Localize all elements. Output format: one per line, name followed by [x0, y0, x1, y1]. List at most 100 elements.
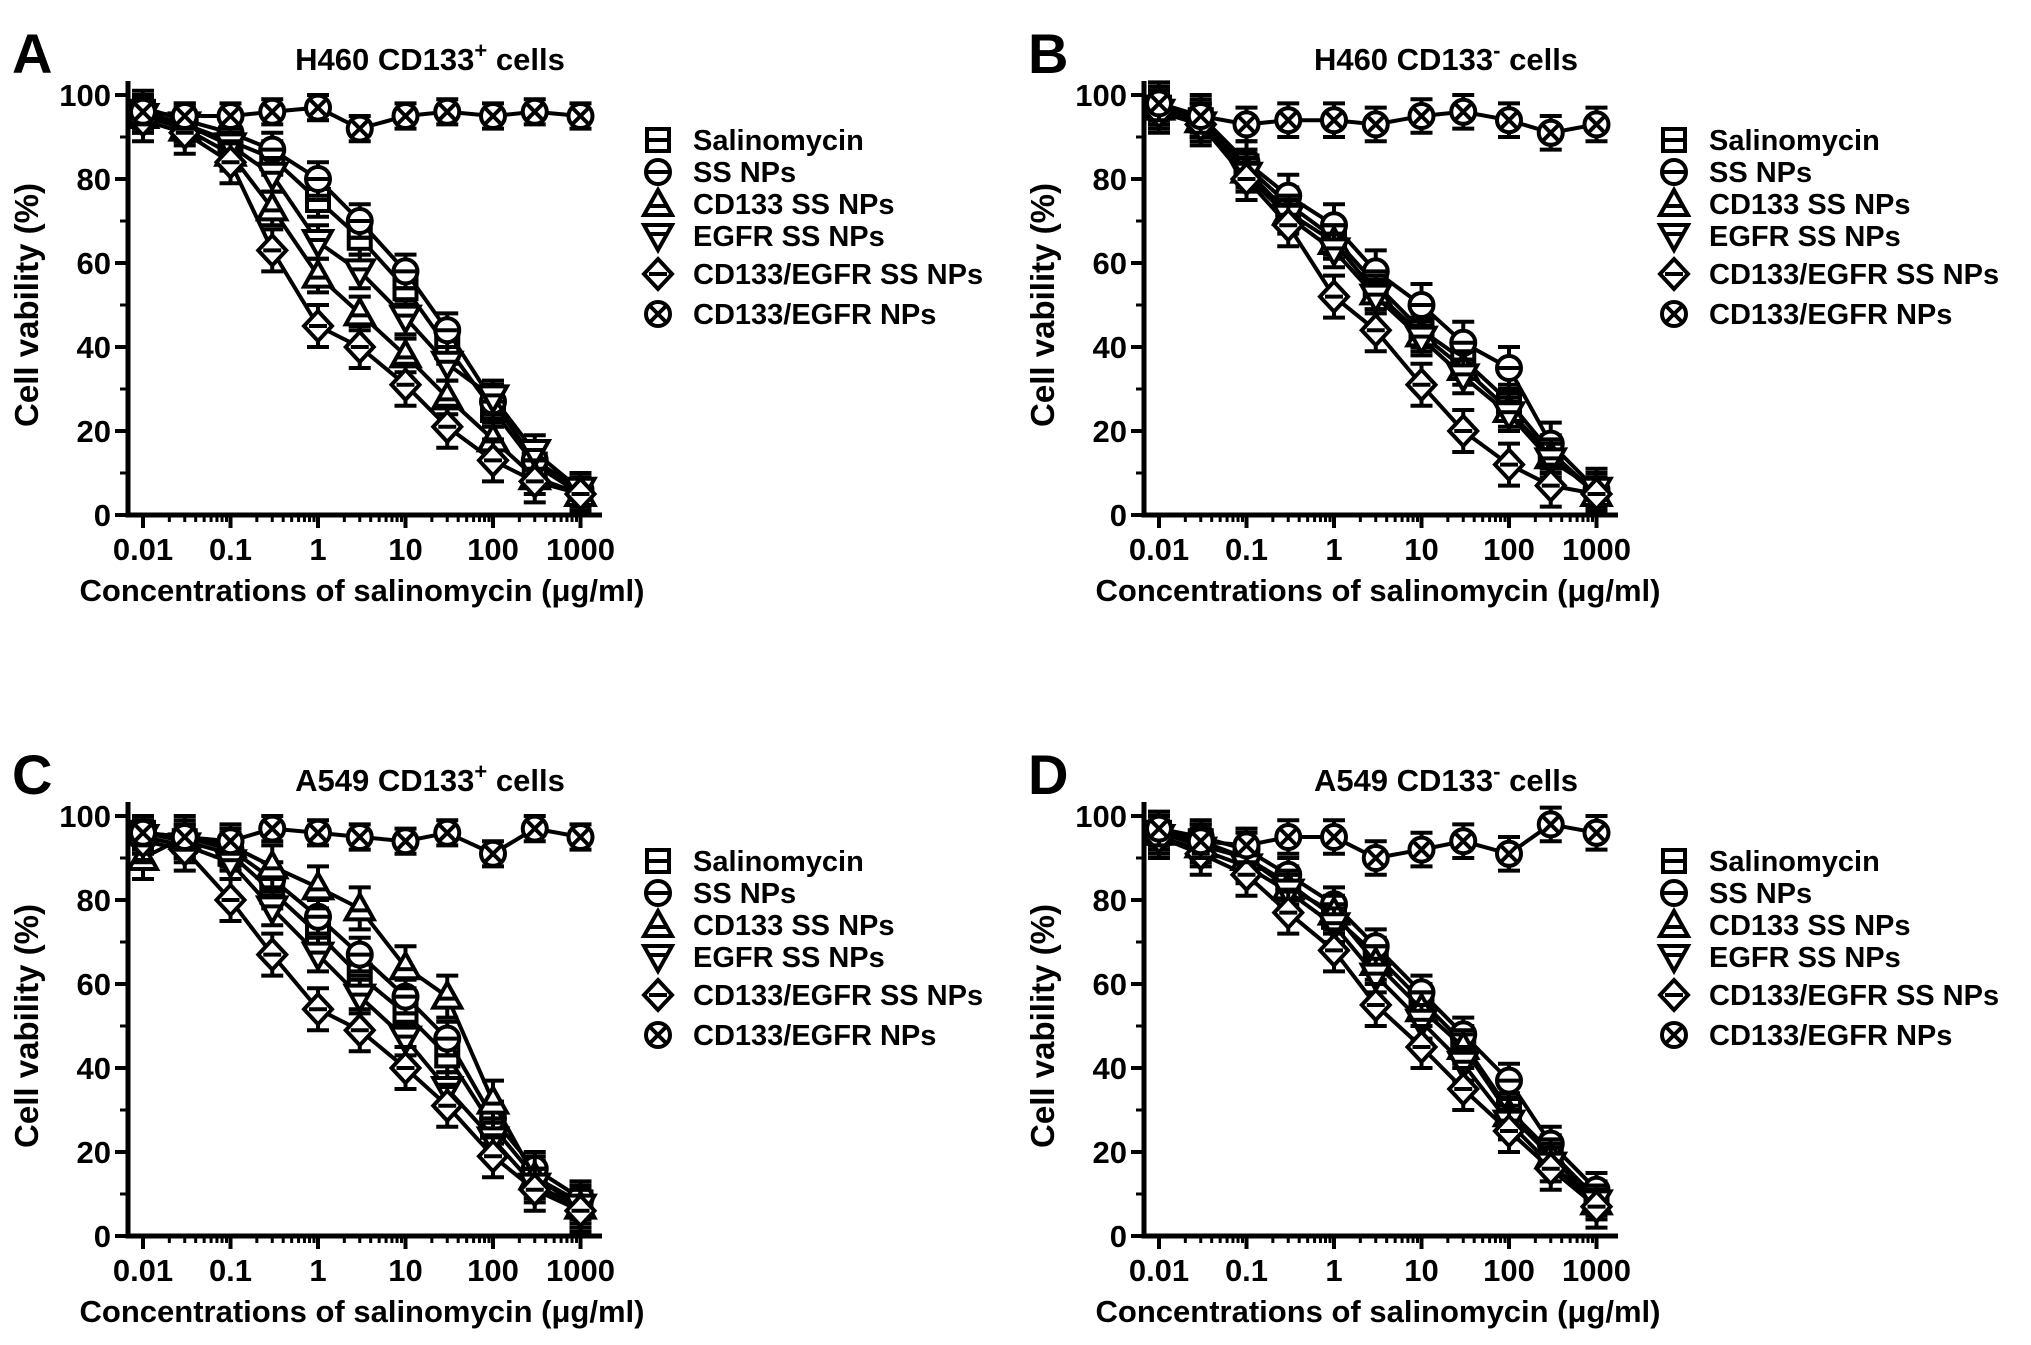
circle-hline-icon [1660, 879, 1688, 907]
series-circle-x [129, 93, 595, 144]
legend-label: CD133/EGFR SS NPs [693, 980, 983, 1012]
triangle-down-hline-marker [1316, 237, 1352, 269]
series-triangle-down-hline [1141, 93, 1614, 509]
y-tick-label: 80 [77, 162, 111, 197]
circle-x-marker [1320, 823, 1348, 851]
x-tick-label: 0.1 [1225, 1253, 1268, 1288]
x-tick-label: 0.01 [1129, 532, 1189, 567]
diamond-hline-marker [1317, 932, 1351, 969]
legend-label: CD133/EGFR NPs [1709, 1020, 1952, 1052]
x-tick-label: 1 [1325, 532, 1342, 567]
triangle-up-hline-icon [640, 906, 676, 938]
diamond-hline-marker [1359, 987, 1393, 1023]
legend-label: CD133 SS NPs [693, 189, 895, 221]
triangle-down-hline-marker [1491, 401, 1527, 433]
legend-item: CD133/EGFR SS NPs [641, 256, 983, 292]
series-diamond-hline [1142, 814, 1614, 1230]
diamond-hline-marker [1492, 446, 1526, 483]
diamond-hline-marker [430, 1087, 464, 1124]
legend-item: CD133 SS NPs [1656, 185, 1911, 221]
circle-x-marker [129, 97, 157, 126]
y-tick-label: 80 [77, 883, 111, 918]
triangle-down-hline-marker [342, 983, 378, 1015]
y-tick-label: 20 [77, 414, 111, 449]
circle-x-marker [304, 93, 332, 122]
diamond-hline-marker [255, 232, 289, 269]
triangle-down-hline-marker [254, 895, 290, 927]
legend-label: Salinomycin [693, 125, 864, 157]
triangle-down-hline-marker [254, 161, 290, 193]
x-tick-label: 100 [467, 1253, 519, 1288]
triangle-up-hline-icon [1656, 185, 1692, 217]
legend-item: SS NPs [644, 157, 796, 189]
diamond-hline-marker [518, 463, 552, 500]
circle-x-marker [520, 814, 549, 843]
diamond-hline-marker [1317, 278, 1351, 315]
legend-item: CD133/EGFR SS NPs [641, 977, 983, 1013]
y-tick-label: 40 [1093, 330, 1127, 365]
circle-x-marker [1449, 827, 1478, 856]
circle-x-marker [216, 827, 245, 856]
circle-x-marker [433, 818, 462, 847]
circle-x-marker [1274, 106, 1303, 135]
panel-letter: B [1028, 22, 1068, 85]
diamond-hline-marker [213, 144, 248, 181]
circle-x-marker [1145, 89, 1173, 118]
diamond-hline-marker [476, 1138, 510, 1175]
diamond-hline-marker [563, 1192, 598, 1229]
triangle-down-hline-marker [1445, 363, 1481, 395]
square-hline-icon [645, 127, 671, 153]
diamond-hline-marker [1492, 1113, 1526, 1149]
x-tick-label: 0.1 [209, 532, 252, 567]
diamond-hline-marker [430, 408, 464, 445]
panel-c-chart: C A549 CD133+ cells 0.01 0.1 1 10 100 1000 0 20 40… [0, 673, 1015, 1345]
x-tick-label: 100 [1483, 1253, 1535, 1288]
circle-x-marker [258, 97, 287, 126]
circle-x-marker [566, 102, 595, 130]
diamond-hline-marker [301, 308, 335, 344]
legend-label: CD133/EGFR NPs [1709, 299, 1952, 331]
panel-title: H460 CD133+ cells [295, 38, 565, 77]
legend-label: Salinomycin [1709, 846, 1880, 878]
y-tick-label: 40 [77, 330, 111, 365]
legend-item: EGFR SS NPs [640, 942, 885, 976]
y-tick-label: 100 [59, 78, 111, 113]
circle-x-marker [1145, 814, 1173, 843]
circle-hline-marker [433, 316, 462, 345]
triangle-up-hline-marker [342, 890, 378, 922]
triangle-down-hline-marker [1316, 912, 1352, 944]
circle-x-marker [391, 827, 420, 856]
triangle-down-hline-icon [1656, 944, 1692, 976]
panel-a-chart: A H460 CD133+ cells 0.01 0.1 1 10 100 1000 0 20 40… [0, 0, 1015, 672]
triangle-up-hline-marker [300, 869, 336, 901]
circle-x-marker [170, 823, 199, 851]
legend-label: CD133/EGFR SS NPs [1709, 259, 1999, 291]
circle-x-marker [1536, 118, 1565, 147]
legend-item: EGFR SS NPs [1656, 221, 1901, 255]
x-tick-label: 1000 [1562, 1253, 1631, 1288]
diamond-hline-marker [1534, 467, 1568, 504]
circle-x-marker [566, 823, 595, 851]
circle-x-marker [1232, 831, 1261, 860]
legend-item: CD133/EGFR SS NPs [1657, 977, 1999, 1013]
triangle-down-hline-marker [1404, 1008, 1439, 1040]
legend-item: CD133 SS NPs [640, 185, 895, 221]
y-tick-label: 100 [1075, 78, 1127, 113]
legend-label: EGFR SS NPs [693, 221, 885, 253]
diamond-hline-marker [1404, 366, 1439, 403]
triangle-down-hline-marker [342, 258, 378, 290]
diamond-hline-marker [255, 936, 289, 973]
series-diamond-hline [126, 818, 598, 1234]
circle-hline-marker [433, 1024, 462, 1053]
y-tick-label: 0 [1110, 498, 1127, 533]
diamond-hline-marker [1404, 1029, 1439, 1065]
legend-label: CD133/EGFR NPs [693, 299, 936, 331]
diamond-hline-marker [476, 442, 510, 479]
legend-label: CD133 SS NPs [1709, 189, 1911, 221]
circle-x-marker [1274, 823, 1303, 851]
circle-hline-icon [1660, 158, 1688, 186]
triangle-down-hline-marker [300, 941, 336, 973]
circle-x-marker [1361, 844, 1390, 872]
